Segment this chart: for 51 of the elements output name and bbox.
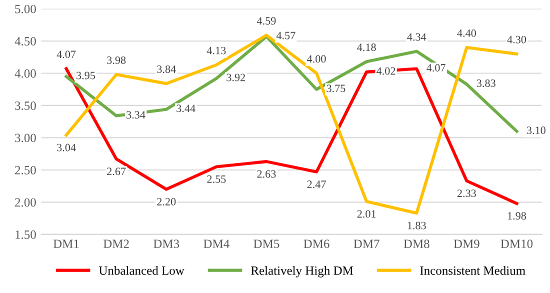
data-label: 1.98 xyxy=(508,212,526,220)
data-label: 2.01 xyxy=(357,210,376,218)
data-label: 3.04 xyxy=(57,144,76,152)
data-label: 3.98 xyxy=(107,56,126,64)
data-label: 3.84 xyxy=(157,65,176,74)
x-tick-label: DM5 xyxy=(254,240,280,248)
data-label: 4.18 xyxy=(357,44,376,52)
x-tick-label: DM2 xyxy=(103,240,129,248)
data-label: 4.07 xyxy=(56,50,76,58)
data-label: 3.83 xyxy=(476,79,496,88)
legend-label: Inconsistent Medium xyxy=(420,266,526,275)
x-tick-label: DM6 xyxy=(304,240,330,248)
data-label: 3.92 xyxy=(226,74,245,82)
data-label: 3.75 xyxy=(326,84,346,92)
data-label: 3.44 xyxy=(176,104,196,112)
data-label: 1.83 xyxy=(408,222,426,230)
data-label: 4.40 xyxy=(457,29,476,37)
data-label: 2.33 xyxy=(457,190,476,198)
data-label: 4.30 xyxy=(507,36,526,44)
y-tick-label: 2.00 xyxy=(15,198,36,207)
y-tick-label: 4.00 xyxy=(14,69,36,78)
y-tick-label: 4.50 xyxy=(14,37,36,46)
x-tick-label: DM8 xyxy=(404,240,430,248)
data-label: 2.67 xyxy=(107,168,126,176)
x-tick-label: DM1 xyxy=(53,240,79,248)
data-label: 4.59 xyxy=(256,17,276,25)
x-tick-label: DM10 xyxy=(500,240,533,248)
data-label: 4.00 xyxy=(307,55,326,63)
x-tick-label: DM7 xyxy=(354,240,380,248)
data-label: 2.63 xyxy=(257,170,276,178)
data-label: 3.95 xyxy=(76,72,96,80)
y-tick-label: 3.00 xyxy=(15,134,36,142)
data-label: 4.07 xyxy=(426,64,446,72)
data-label: 4.13 xyxy=(206,46,226,54)
data-label: 2.20 xyxy=(157,198,176,206)
y-tick-label: 2.50 xyxy=(15,166,36,174)
x-tick-label: DM3 xyxy=(154,240,180,248)
data-label: 3.34 xyxy=(126,111,146,119)
legend-label: Unbalanced Low xyxy=(98,266,184,275)
y-tick-label: 3.50 xyxy=(15,102,36,110)
x-tick-label: DM9 xyxy=(454,240,480,248)
data-label: 3.10 xyxy=(526,126,546,134)
y-tick-label: 5.00 xyxy=(15,4,36,14)
y-tick-label: 1.50 xyxy=(16,230,36,239)
data-label: 4.57 xyxy=(276,32,296,40)
data-label: 2.47 xyxy=(307,180,326,188)
x-tick-label: DM4 xyxy=(204,240,230,248)
data-label: 4.34 xyxy=(407,33,426,41)
data-label: 4.02 xyxy=(376,67,396,75)
legend-label: Relatively High DM xyxy=(251,266,354,278)
data-label: 2.55 xyxy=(207,175,226,183)
